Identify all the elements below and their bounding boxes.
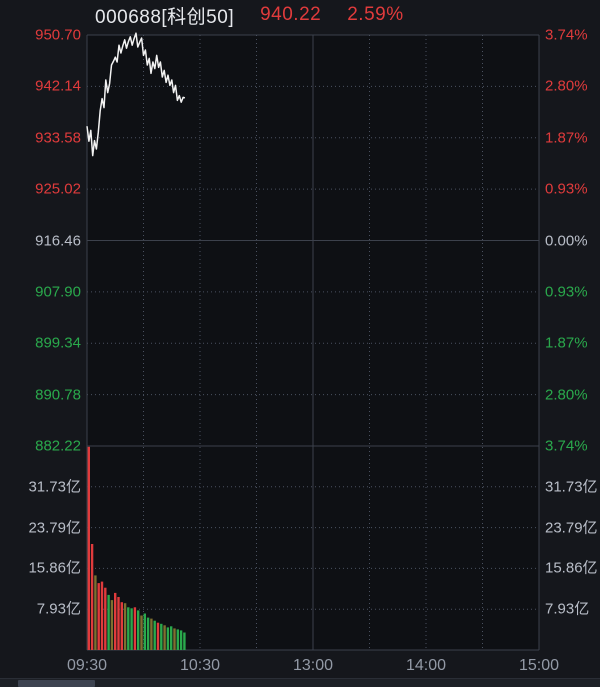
change-percent-label: 2.59% [347, 4, 404, 25]
volume-axis-label-right: 23.79亿 [545, 519, 598, 537]
volume-bar [176, 629, 179, 650]
volume-axis-label-right: 7.93亿 [545, 600, 590, 618]
volume-bar [146, 617, 150, 650]
time-axis-label: 14:00 [405, 657, 447, 674]
volume-bar [183, 632, 186, 650]
volume-bar [110, 600, 114, 650]
volume-axis-label-right: 15.86亿 [545, 559, 598, 577]
scrollbar-thumb[interactable] [18, 680, 95, 687]
horizontal-scrollbar[interactable] [0, 678, 600, 687]
last-price-label: 940.22 [260, 4, 322, 25]
percent-axis-label: 2.80% [545, 77, 588, 95]
volume-bar [120, 602, 123, 650]
volume-bar [173, 628, 176, 650]
volume-axis-label-right: 31.73亿 [545, 478, 598, 496]
price-axis-label: 916.46 [35, 232, 81, 249]
price-axis-label: 882.22 [35, 437, 81, 455]
volume-bar [150, 618, 153, 650]
volume-bar [153, 620, 156, 650]
volume-bar [94, 575, 97, 650]
volume-bar [87, 446, 90, 650]
price-axis-label: 890.78 [35, 386, 81, 404]
volume-bar [104, 587, 107, 650]
price-axis-label: 925.02 [35, 180, 81, 198]
percent-axis-label: 0.93% [545, 180, 588, 198]
volume-axis-label-left: 15.86亿 [28, 559, 81, 577]
time-axis-label: 10:30 [179, 657, 221, 674]
price-axis-label: 950.70 [35, 26, 81, 44]
volume-bar [160, 623, 163, 650]
volume-bar [137, 610, 140, 650]
volume-axis-label-left: 23.79亿 [28, 519, 81, 537]
price-axis-label: 899.34 [35, 334, 81, 352]
symbol-label: 000688[科创50] [95, 6, 235, 28]
percent-axis-label: 2.80% [545, 386, 588, 404]
time-axis-label: 13:00 [292, 657, 334, 674]
volume-bar [143, 613, 146, 650]
volume-bar [140, 615, 143, 650]
price-axis-label: 933.58 [35, 129, 81, 147]
percent-axis-label: 1.87% [545, 334, 588, 352]
volume-bar [130, 608, 133, 650]
volume-axis-label-left: 7.93亿 [36, 600, 81, 618]
percent-axis-label: 0.93% [545, 283, 588, 301]
volume-bar [166, 627, 170, 650]
volume-bar [170, 626, 173, 650]
volume-bar [133, 607, 137, 650]
percent-axis-label: 0.00% [545, 232, 588, 249]
volume-bar [90, 544, 94, 650]
price-axis-label: 907.90 [35, 283, 81, 301]
volume-bar [97, 583, 100, 650]
volume-bar [114, 592, 117, 650]
volume-axis-label-left: 31.73亿 [28, 478, 81, 496]
percent-axis-label: 1.87% [545, 129, 588, 147]
price-axis-label: 942.14 [35, 77, 81, 95]
time-axis-label: 09:30 [66, 657, 108, 674]
volume-bar [179, 630, 183, 650]
volume-bar [100, 581, 104, 650]
percent-axis-label: 3.74% [545, 26, 588, 44]
time-axis-label: 15:00 [518, 657, 560, 674]
volume-bar [123, 603, 127, 650]
volume-bar [127, 607, 130, 650]
volume-bar [107, 594, 110, 650]
chart-header: 000688[科创50] 940.22 2.59% [95, 2, 404, 28]
volume-bar [163, 625, 166, 650]
volume-bar [156, 622, 160, 650]
volume-bar [117, 597, 120, 650]
percent-axis-label: 3.74% [545, 437, 588, 455]
price-line [86, 32, 186, 157]
